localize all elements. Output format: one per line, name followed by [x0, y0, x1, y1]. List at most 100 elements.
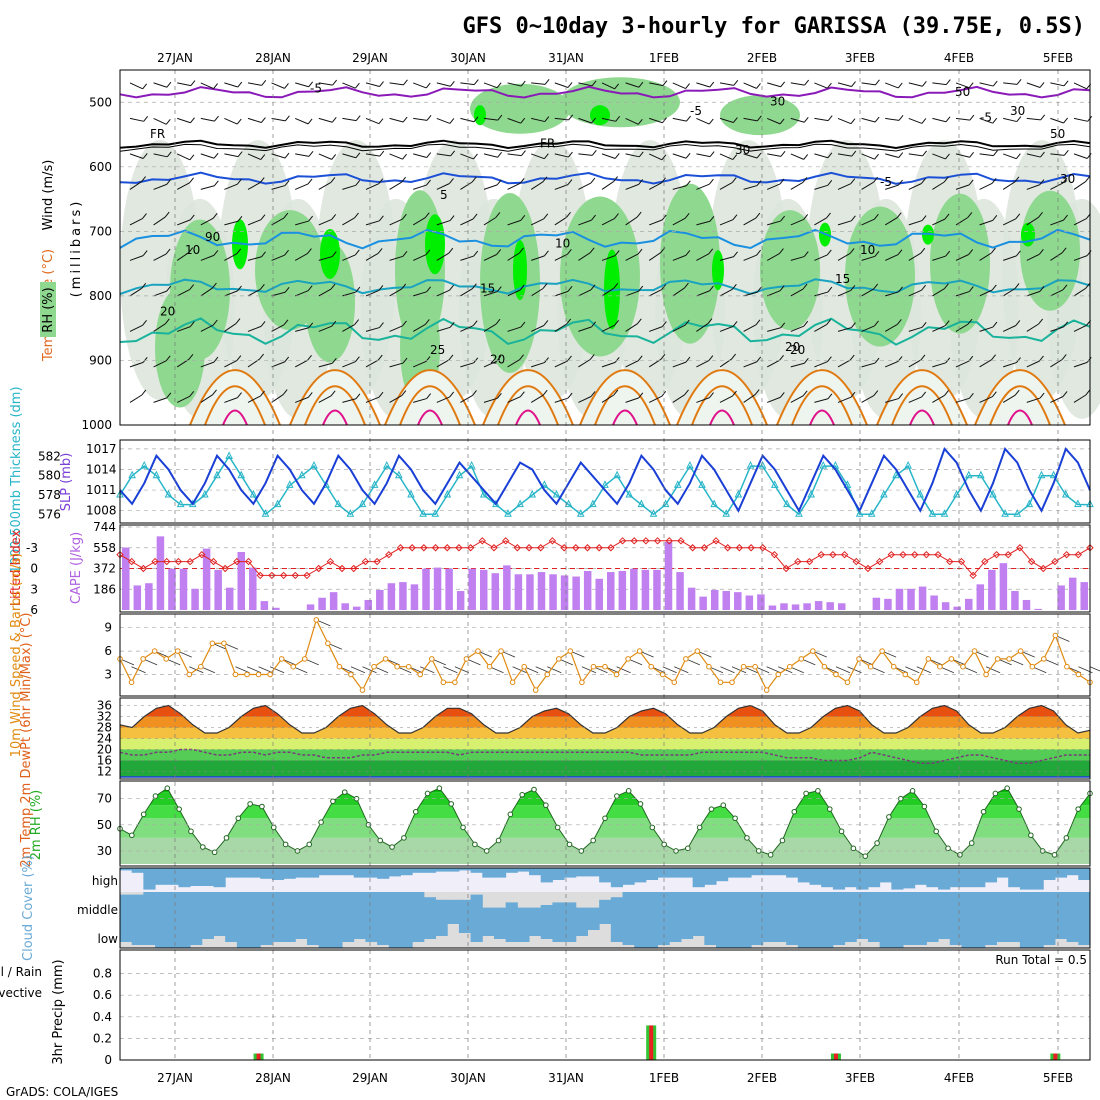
thickness-point [419, 509, 427, 517]
wind-barb-flag [213, 152, 219, 159]
wind-barb-flag [496, 179, 502, 186]
lifted-index-point [537, 544, 545, 552]
wind-barb [814, 153, 828, 159]
lifted-index-point [724, 544, 732, 552]
cloud-low-bar [914, 918, 927, 945]
cloud-low-bar [564, 918, 577, 942]
cloud-low-bar [365, 918, 378, 942]
wind10m-point [706, 663, 712, 670]
cloud-low-bar [961, 918, 974, 948]
wind-barb [531, 153, 545, 160]
cape-bar [376, 589, 384, 610]
wind-barb [177, 219, 191, 226]
wind-barb [908, 326, 923, 332]
wind-barb-flag [307, 392, 313, 398]
wind-barb-flag [401, 390, 407, 396]
wind-barb [224, 220, 239, 226]
rh2m-point [495, 837, 502, 844]
cloud-high-bar [727, 868, 740, 878]
wind-barb-flag [991, 284, 997, 291]
cloud-high-bar [1019, 868, 1033, 890]
wind-barb [129, 394, 143, 403]
wind-barb-flag [426, 115, 432, 121]
wind-barb [153, 216, 166, 226]
cape-bar [780, 603, 788, 610]
date-tick-top: 27JAN [157, 51, 193, 65]
wind-barb [578, 182, 592, 190]
wind-barb-flag [967, 212, 973, 218]
rh2m-point [625, 788, 632, 794]
wind-barb-flag [591, 80, 597, 87]
wind-barb [554, 153, 569, 158]
lifted-index-point [688, 544, 697, 552]
wind-barb [790, 256, 805, 261]
lifted-index-line [119, 540, 1091, 577]
thickness-point [843, 480, 852, 488]
cloud-middle-bar [283, 892, 296, 918]
cloud-high-bar [295, 868, 308, 878]
wind10m-barb [258, 666, 273, 674]
wind-barb [412, 217, 426, 226]
lifted-index-point [747, 544, 755, 552]
wind-barb [837, 183, 851, 190]
wind-barb [200, 82, 214, 90]
cloud-high-bar [283, 868, 296, 879]
wind-barb [530, 288, 544, 297]
cloud-middle-bar [949, 892, 962, 918]
wind-barb-flag [472, 213, 478, 220]
wind-barb [767, 153, 782, 157]
wind-barb [696, 290, 710, 297]
wind-barb-flag [402, 357, 408, 364]
wind-barb-flag [377, 248, 383, 254]
temperature-contour-label: 10 [555, 237, 570, 251]
rh2m-point [507, 811, 514, 818]
thickness-point [1001, 509, 1009, 517]
precip-convective-bar [256, 1053, 261, 1060]
wind-barb [979, 289, 993, 297]
wind-barb [295, 82, 309, 88]
date-tick-bottom: 4FEB [944, 1071, 974, 1085]
wind-barb [601, 117, 616, 122]
cloud-high-bar [143, 868, 156, 890]
wind-barb [1073, 361, 1088, 368]
cape-bar [560, 575, 569, 610]
wind-barb-flag [189, 390, 195, 397]
wind-barb-flag [708, 178, 714, 185]
thickness-point [261, 509, 270, 517]
rh2m-point [590, 837, 596, 844]
thickness-point [867, 509, 876, 517]
wind-barb-flag [166, 285, 172, 292]
thickness-point [734, 489, 743, 498]
cloud-high-bar [949, 868, 962, 888]
cape-bar [445, 568, 453, 610]
slp-panel [119, 439, 1091, 524]
cloud-high-bar [120, 868, 133, 871]
wind-barb [578, 289, 592, 297]
wind-barb [554, 360, 568, 368]
wind-barb-flag [424, 319, 430, 325]
temperature-contour-25 [384, 369, 476, 426]
wind-barb-flag [236, 248, 242, 255]
wind-barb [413, 398, 427, 403]
wind-barb [908, 220, 923, 226]
wind-barb-flag [732, 154, 738, 160]
wind-barb-flag [495, 212, 501, 218]
thickness-point [892, 470, 900, 479]
wind-barb [837, 289, 852, 297]
wind-barb [767, 82, 781, 88]
wind-barb [318, 325, 332, 332]
rh2m-point [815, 788, 821, 794]
pressure-tick-label: 700 [89, 224, 112, 238]
lifted-index-point [1027, 557, 1036, 566]
wind-barb [601, 361, 616, 368]
wind-barb-flag [166, 179, 172, 185]
cloud-middle-bar [575, 907, 588, 918]
temperature-contour-35 [417, 409, 443, 426]
cloud-middle-bar [926, 892, 939, 918]
cloud-middle-bar [622, 892, 635, 918]
wind-barb-flag [543, 213, 549, 220]
wind-barb-flag [898, 152, 904, 158]
wind-barb [979, 117, 993, 124]
date-tick-top: 5FEB [1043, 51, 1073, 65]
wind-barb [460, 394, 473, 403]
